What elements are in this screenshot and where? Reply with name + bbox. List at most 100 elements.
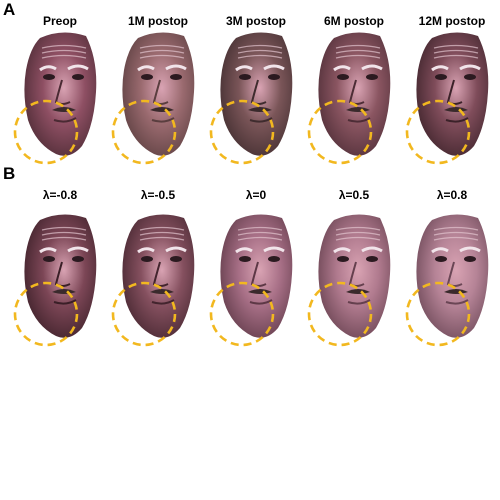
right-brow [165,64,187,71]
forehead-wrinkle [237,49,283,54]
right-brow [263,64,285,71]
right-brow [361,246,383,253]
col-label-12m: 12M postop [418,14,486,28]
right-brow [165,246,187,253]
right-eye [170,74,182,80]
right-brow [67,64,89,71]
right-brow [459,64,481,71]
nose [446,79,463,105]
region-circle-marker [13,281,79,347]
face-skin [220,32,293,156]
right-eye [268,256,280,262]
mouth [445,299,469,305]
face-skin [24,32,97,156]
forehead-wrinkle [41,54,87,59]
right-brow [67,246,89,253]
right-eye [170,256,182,262]
face-render [306,212,402,352]
left-eye [239,256,251,262]
forehead-wrinkle [433,236,479,241]
mouth [53,299,77,305]
left-brow [333,247,351,254]
col-label-lambda-0: λ=0 [245,188,267,202]
face-skin [122,32,195,156]
forehead-wrinkle [139,49,185,54]
face-skin [220,214,293,338]
region-circle-marker [307,99,373,165]
panel-letter-a: A [3,0,16,19]
mouth [53,117,77,123]
nose [152,79,169,105]
forehead-wrinkle [41,236,87,241]
forehead-wrinkle [237,236,283,241]
region-circle-marker [111,281,177,347]
forehead-wrinkle [335,231,381,236]
col-label-lambda-08: λ=0.8 [436,188,468,202]
face-skin [24,214,97,338]
left-brow [39,65,57,72]
panel-letter-b: B [3,164,16,183]
face-render [208,212,304,352]
left-eye [337,74,349,80]
forehead-wrinkle [335,236,381,241]
mouth [347,299,371,305]
face-render [404,212,500,352]
right-eye [464,74,476,80]
region-circle-marker [111,99,177,165]
face-render [110,30,206,170]
forehead-wrinkle [139,236,185,241]
face-render [208,30,304,170]
region-circle-marker [405,99,471,165]
nose [54,261,71,287]
forehead-wrinkle [433,231,479,236]
col-label-lambda-neg05: λ=-0.5 [140,188,176,202]
region-circle-marker [209,99,275,165]
left-eye [435,74,447,80]
left-eye [141,256,153,262]
col-label-6m: 6M postop [324,14,384,28]
col-label-lambda-neg08: λ=-0.8 [42,188,78,202]
left-eye [239,74,251,80]
region-circle-marker [307,281,373,347]
mouth [445,117,469,123]
left-eye [337,256,349,262]
left-brow [431,65,449,72]
face-render [306,30,402,170]
nose [54,79,71,105]
mouth [151,299,175,305]
left-brow [235,247,253,254]
forehead-wrinkle [41,231,87,236]
forehead-wrinkle [335,44,381,49]
left-eye [43,74,55,80]
left-eye [141,74,153,80]
right-eye [72,74,84,80]
forehead-wrinkle [139,226,185,231]
face-skin [416,32,489,156]
nose [250,79,267,105]
face-skin [318,32,391,156]
left-brow [137,247,155,254]
forehead-wrinkle [41,44,87,49]
left-eye [435,256,447,262]
region-circle-marker [13,99,79,165]
forehead-wrinkle [237,44,283,49]
right-brow [361,64,383,71]
face-render [110,212,206,352]
face-skin [416,214,489,338]
right-eye [72,256,84,262]
col-label-preop: Preop [42,14,77,28]
left-brow [333,65,351,72]
face-render [404,30,500,170]
face-skin [318,214,391,338]
left-brow [39,247,57,254]
left-brow [431,247,449,254]
forehead-wrinkle [335,49,381,54]
right-brow [263,246,285,253]
mouth [347,117,371,123]
forehead-wrinkle [237,226,283,231]
forehead-wrinkle [335,226,381,231]
nose [348,79,365,105]
region-circle-marker [209,281,275,347]
face-skin [122,214,195,338]
left-eye [43,256,55,262]
